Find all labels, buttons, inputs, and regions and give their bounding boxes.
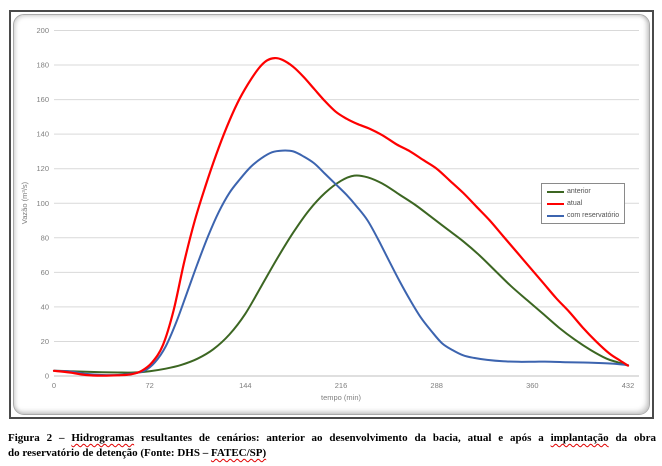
y-tick-label: 0: [45, 372, 49, 381]
caption-text: resultantes de cenários: anterior ao des…: [134, 432, 551, 444]
legend-swatch-com-reservatório: [547, 214, 564, 217]
series-line-com-reservatório: [53, 149, 629, 377]
legend-item-atual: atual: [547, 200, 619, 208]
y-tick-label: 80: [41, 233, 49, 242]
y-tick-label: 140: [36, 130, 49, 139]
series-line-atual: [52, 56, 630, 377]
y-axis-title: Vazão (m³/s): [20, 181, 29, 224]
legend-swatch-atual: [547, 202, 564, 205]
caption-text: do reservatório de detenção (Fonte: DHS …: [8, 447, 211, 459]
tick-labels: 0 20 40 60 80 100 120 140 160 180 200 0 72 144 216 288 3…: [36, 26, 634, 390]
x-tick-label: 0: [52, 381, 56, 390]
legend-swatch-anterior: [547, 190, 564, 193]
caption-misspelled-word: FATEC/SP): [210, 447, 267, 459]
x-axis-title: tempo (min): [321, 393, 362, 402]
x-tick-label: 288: [430, 381, 443, 390]
series-lines: [52, 56, 630, 377]
caption-text: Figura 2 –: [8, 432, 72, 444]
y-tick-label: 200: [36, 26, 49, 35]
legend-item-anterior: anterior: [547, 188, 619, 196]
y-tick-label: 120: [36, 164, 49, 173]
legend-item-com-reservatório: com reservatório: [547, 212, 619, 220]
x-tick-label: 72: [145, 381, 153, 390]
caption-line-2: do reservatório de detenção (Fonte: DHS …: [8, 446, 656, 461]
x-tick-label: 432: [622, 381, 635, 390]
legend-label: anterior: [567, 187, 591, 195]
caption-text: da obra: [608, 432, 656, 444]
x-tick-label: 216: [335, 381, 348, 390]
chart-legend: anterior atual com reservatório: [541, 183, 625, 224]
legend-label: com reservatório: [567, 211, 620, 219]
y-tick-label: 60: [41, 268, 49, 277]
x-tick-label: 144: [239, 381, 252, 390]
y-tick-label: 40: [41, 302, 49, 311]
gridlines: [54, 30, 639, 377]
y-tick-label: 100: [36, 199, 49, 208]
figure-caption: Figura 2 – Hidrogramas resultantes de ce…: [8, 431, 656, 461]
y-tick-label: 180: [36, 61, 49, 70]
x-tick-label: 360: [526, 381, 539, 390]
y-tick-label: 20: [41, 337, 49, 346]
caption-line-1: Figura 2 – Hidrogramas resultantes de ce…: [8, 431, 656, 446]
legend-label: atual: [567, 199, 583, 207]
caption-misspelled-word: implantação: [550, 432, 609, 444]
series-line-anterior: [53, 174, 629, 374]
y-tick-label: 160: [36, 95, 49, 104]
caption-misspelled-word: Hidrogramas: [71, 432, 135, 444]
hydrograph-chart: 0 20 40 60 80 100 120 140 160 180 200 0 72 144 216 288 3…: [20, 26, 639, 402]
